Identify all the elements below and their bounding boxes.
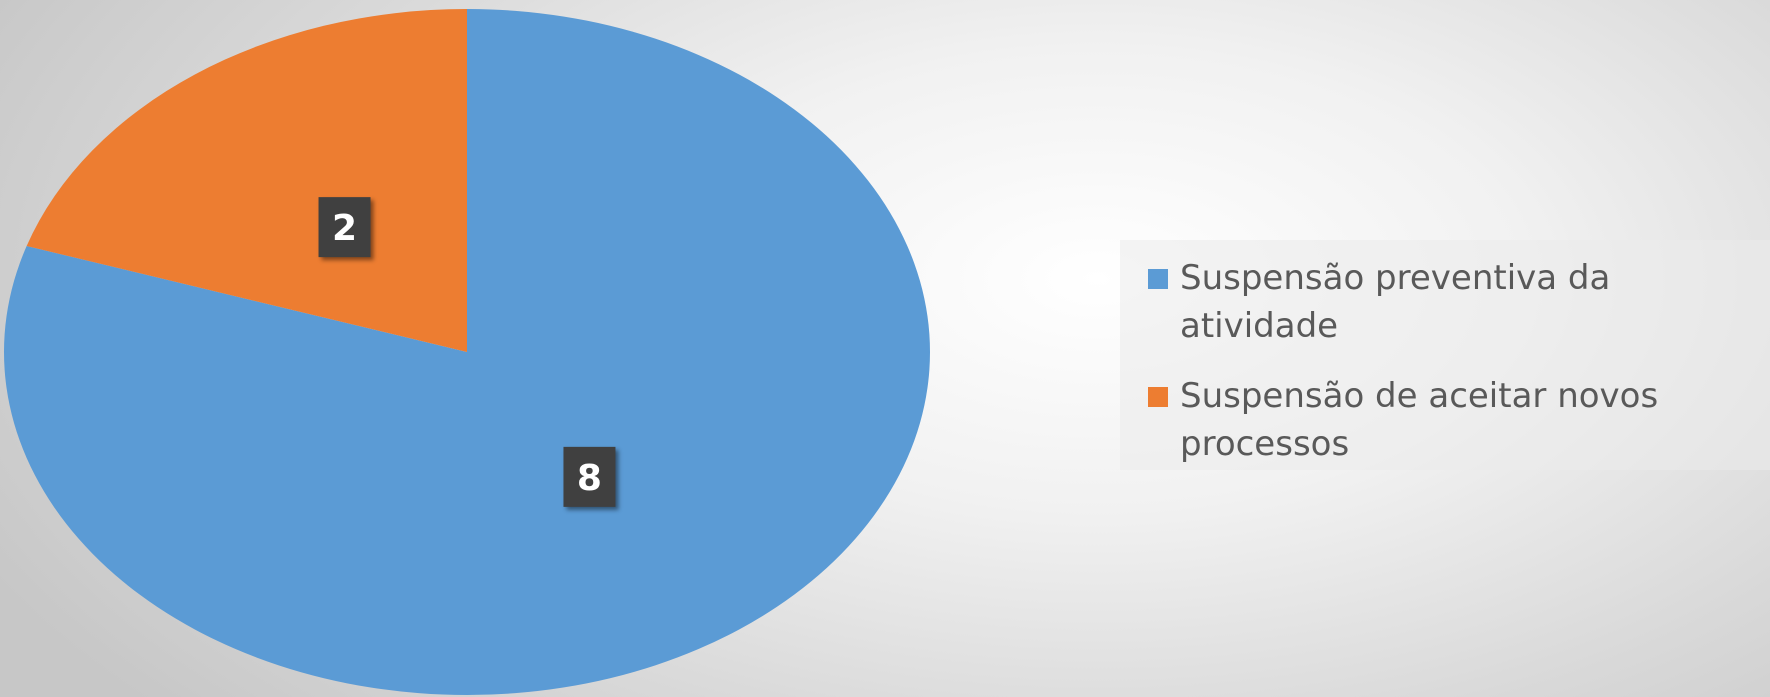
data-label-box xyxy=(563,446,616,507)
legend: Suspensão preventiva da atividade Suspen… xyxy=(1120,240,1770,470)
pie-slices xyxy=(3,9,930,696)
legend-swatch-blue xyxy=(1148,269,1168,289)
data-label-preventive-suspension: 8 xyxy=(563,446,616,507)
data-label-value: 8 xyxy=(577,458,602,499)
data-label-value: 2 xyxy=(332,208,357,249)
pie-slice-preventive-suspension xyxy=(3,9,930,696)
legend-label: Suspensão preventiva da atividade xyxy=(1180,258,1611,346)
legend-swatch-orange xyxy=(1148,387,1168,407)
legend-item-preventive-suspension: Suspensão preventiva da atividade xyxy=(1148,254,1770,350)
legend-item-new-process-suspension: Suspensão de aceitar novos processos xyxy=(1148,372,1770,468)
data-labels: 82 xyxy=(318,197,616,507)
pie-slice-new-process-suspension xyxy=(26,9,468,352)
data-label-box xyxy=(318,197,371,258)
legend-label: Suspensão de aceitar novos processos xyxy=(1180,376,1659,464)
data-label-new-process-suspension: 2 xyxy=(318,197,371,258)
